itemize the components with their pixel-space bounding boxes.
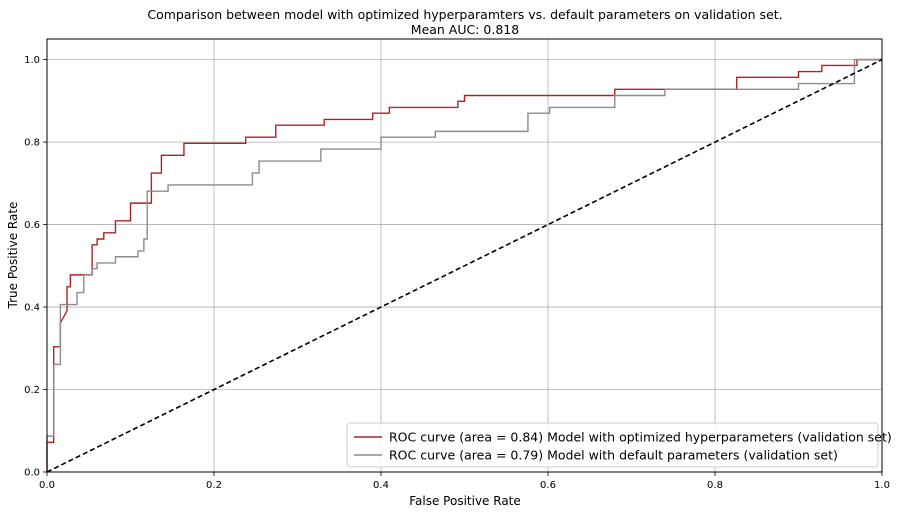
y-axis-label: True Positive Rate xyxy=(6,202,20,310)
y-tick-label: 0.2 xyxy=(24,385,40,396)
x-tick-label: 0.4 xyxy=(373,480,389,491)
legend-label: ROC curve (area = 0.79) Model with defau… xyxy=(389,448,838,463)
legend: ROC curve (area = 0.84) Model with optim… xyxy=(346,422,892,468)
x-tick-label: 0.6 xyxy=(540,480,556,491)
legend-label: ROC curve (area = 0.84) Model with optim… xyxy=(389,430,892,445)
plot-frame xyxy=(46,38,883,473)
y-tick-label: 0.6 xyxy=(24,220,40,231)
grid-lines xyxy=(46,39,883,473)
x-axis-label: False Positive Rate xyxy=(409,494,521,508)
x-tick-label: 0.8 xyxy=(707,480,723,491)
roc-default-line xyxy=(46,58,882,472)
y-tick-label: 1.0 xyxy=(24,55,40,66)
chart-subtitle: Mean AUC: 0.818 xyxy=(411,22,519,37)
x-tick-label: 0.0 xyxy=(39,480,55,491)
tick-layer: 0.0 0.2 0.4 0.6 0.8 1.0 0.0 0.2 0.4 0.6 0.8 1.0 xyxy=(24,55,890,491)
y-tick-label: 0.8 xyxy=(24,138,40,149)
y-tick-label: 0.4 xyxy=(24,303,40,314)
x-tick-label: 0.2 xyxy=(206,480,222,491)
chart-title: Comparison between model with optimized … xyxy=(147,7,782,22)
series-layer xyxy=(46,58,883,473)
chance-diagonal-line xyxy=(46,58,883,473)
roc-optimized-line xyxy=(46,58,882,472)
legend-box xyxy=(346,422,879,468)
x-tick-label: 1.0 xyxy=(874,480,890,491)
y-tick-label: 0.0 xyxy=(24,468,40,479)
